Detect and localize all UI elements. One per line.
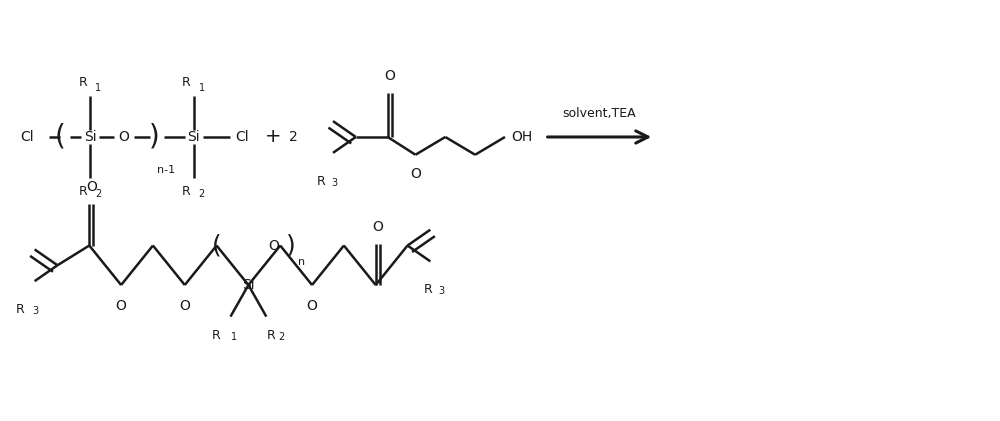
Text: R: R bbox=[266, 329, 275, 342]
Text: R: R bbox=[16, 303, 25, 316]
Text: O: O bbox=[384, 69, 395, 83]
Text: O: O bbox=[372, 220, 383, 234]
Text: n: n bbox=[298, 257, 305, 267]
Text: Si: Si bbox=[187, 130, 200, 144]
Text: OH: OH bbox=[511, 130, 532, 144]
Text: 2: 2 bbox=[199, 189, 205, 199]
Text: 1: 1 bbox=[231, 332, 237, 342]
Text: R: R bbox=[79, 76, 87, 89]
Text: Cl: Cl bbox=[21, 130, 34, 144]
Text: Si: Si bbox=[242, 278, 255, 292]
Text: O: O bbox=[410, 167, 421, 181]
Text: +: + bbox=[265, 128, 282, 147]
Text: 3: 3 bbox=[331, 178, 337, 187]
Text: 1: 1 bbox=[95, 83, 101, 93]
Text: O: O bbox=[119, 130, 130, 144]
Text: 3: 3 bbox=[33, 306, 39, 316]
Text: O: O bbox=[86, 180, 97, 194]
Text: 2: 2 bbox=[95, 189, 102, 199]
Text: R: R bbox=[182, 76, 191, 89]
Text: Cl: Cl bbox=[235, 130, 249, 144]
Text: O: O bbox=[307, 299, 317, 313]
Text: 2: 2 bbox=[289, 130, 298, 144]
Text: R: R bbox=[182, 185, 191, 198]
Text: (: ( bbox=[212, 234, 221, 258]
Text: R: R bbox=[424, 283, 432, 296]
Text: O: O bbox=[268, 239, 279, 253]
Text: (: ( bbox=[55, 123, 66, 151]
Text: n-1: n-1 bbox=[157, 165, 175, 175]
Text: 3: 3 bbox=[438, 286, 444, 296]
Text: solvent,TEA: solvent,TEA bbox=[563, 107, 636, 120]
Text: O: O bbox=[179, 299, 190, 313]
Text: Si: Si bbox=[84, 130, 97, 144]
Text: ): ) bbox=[149, 123, 159, 151]
Text: 1: 1 bbox=[199, 83, 205, 93]
Text: O: O bbox=[116, 299, 127, 313]
Text: R: R bbox=[316, 175, 325, 187]
Text: R: R bbox=[79, 185, 87, 198]
Text: ): ) bbox=[286, 234, 296, 258]
Text: 2: 2 bbox=[278, 332, 284, 342]
Text: R: R bbox=[212, 329, 221, 342]
